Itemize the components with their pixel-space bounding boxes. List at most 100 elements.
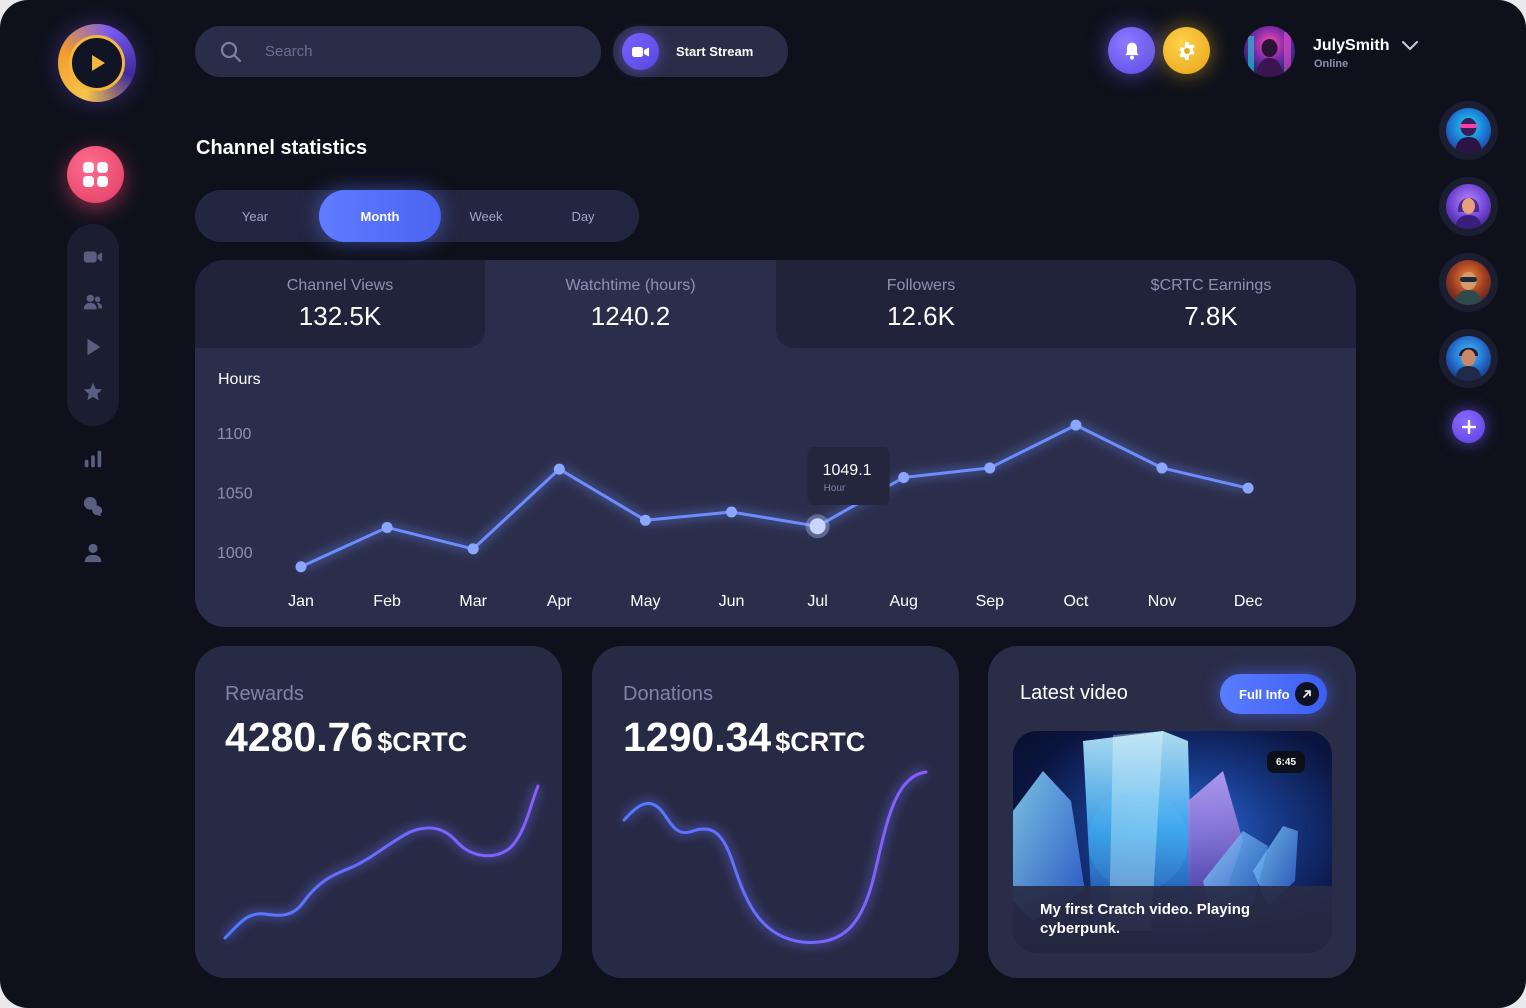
metric-label: $CRTC Earnings <box>1150 277 1272 294</box>
tooltip-box <box>807 447 890 505</box>
notifications-button[interactable] <box>1108 27 1155 74</box>
donations-sparkline <box>620 767 928 948</box>
y-tick-label: 1050 <box>217 486 253 503</box>
channel-stats-card: Channel Views 132.5K Watchtime (hours) 1… <box>195 260 1356 627</box>
user-status: Online <box>1314 58 1349 70</box>
search-input[interactable] <box>265 43 565 60</box>
plus-icon <box>1461 419 1476 434</box>
series-line <box>300 423 1249 569</box>
y-tick-label: 1100 <box>217 426 252 443</box>
gear-icon <box>1178 41 1195 60</box>
metric-value: 7.8K <box>1184 301 1238 331</box>
start-stream-button[interactable]: Start Stream <box>613 26 788 77</box>
latest-video-title: Latest video <box>1020 682 1128 704</box>
chart-tooltip: 1049.1 Hour <box>807 447 890 505</box>
y-axis-label: Hours <box>218 371 261 388</box>
chevron-down-icon[interactable] <box>1400 38 1420 54</box>
metric-value: 1240.2 <box>590 301 671 331</box>
tooltip-value: 1049.1 <box>823 462 872 479</box>
data-point <box>984 462 996 474</box>
rewards-amount: 4280.76 $CRTC <box>225 714 467 761</box>
metric-watchtime[interactable]: Watchtime (hours) 1240.2 <box>485 260 776 348</box>
metric-value: 132.5K <box>298 301 382 331</box>
star-icon[interactable] <box>78 377 108 407</box>
donations-title: Donations <box>623 683 714 705</box>
user-name: JulySmith <box>1313 37 1390 54</box>
grid-icon <box>83 162 108 187</box>
section-title: Channel statistics <box>196 137 368 159</box>
watchtime-chart: Hours 1000 1050 1100 Jan Feb Mar Apr May Jun Jul Au… <box>217 371 1262 610</box>
x-tick-label: May <box>630 593 660 610</box>
add-friend-button[interactable] <box>1452 410 1485 443</box>
metric-label: Channel Views <box>286 277 394 294</box>
data-point <box>809 518 826 535</box>
arrow-up-right-icon <box>1295 682 1319 706</box>
data-point <box>1242 482 1254 494</box>
friend-avatar[interactable] <box>1439 329 1498 388</box>
x-tick-label: Apr <box>547 593 573 610</box>
donations-amount: 1290.34 $CRTC <box>623 714 865 761</box>
x-tick-label: Jan <box>288 593 314 610</box>
bell-icon <box>1124 42 1139 60</box>
rewards-value: 4280.76 <box>225 714 374 760</box>
rewards-sparkline <box>221 784 543 942</box>
y-tick-label: 1000 <box>217 545 253 562</box>
x-tick-label: Nov <box>1148 593 1176 610</box>
metric-followers[interactable]: Followers 12.6K <box>776 260 1066 348</box>
logo[interactable] <box>58 24 136 102</box>
tooltip-unit: Hour <box>824 483 846 494</box>
play-icon[interactable] <box>78 332 108 362</box>
metric-channel-views[interactable]: Channel Views 132.5K <box>195 260 485 348</box>
donations-value: 1290.34 <box>623 714 772 760</box>
x-tick-label: Sep <box>976 593 1005 610</box>
full-info-button[interactable]: Full Info <box>1220 674 1327 714</box>
x-tick-label: Mar <box>459 593 487 610</box>
video-thumbnail[interactable]: 6:45 My first Cratch video. Playing cybe… <box>1013 731 1332 953</box>
metric-label: Watchtime (hours) <box>565 277 696 294</box>
profile-icon[interactable] <box>78 538 108 568</box>
latest-video-card: Latest video Full Info <box>988 646 1356 978</box>
data-point <box>553 463 565 475</box>
donations-card: Donations 1290.34 $CRTC <box>592 646 959 978</box>
metric-earnings[interactable]: $CRTC Earnings 7.8K <box>1066 260 1356 348</box>
metric-tabs: Channel Views 132.5K Watchtime (hours) 1… <box>195 260 1356 348</box>
metric-label: Followers <box>886 277 956 294</box>
users-icon[interactable] <box>78 287 108 317</box>
stats-icon[interactable] <box>78 444 108 474</box>
period-tabs: Year Month Week Day <box>195 190 639 242</box>
metric-group-right <box>776 260 1356 348</box>
settings-button[interactable] <box>1163 27 1210 74</box>
tab-week[interactable]: Week <box>469 208 503 224</box>
x-tick-label: Jul <box>807 593 827 610</box>
chat-icon[interactable] <box>78 491 108 521</box>
x-tick-label: Feb <box>373 593 401 610</box>
tab-month[interactable]: Month <box>319 190 441 242</box>
dashboard-button[interactable] <box>67 146 124 203</box>
search-bar[interactable] <box>195 26 601 77</box>
metric-value: 12.6K <box>887 301 955 331</box>
tab-day[interactable]: Day <box>571 208 595 224</box>
friend-avatar[interactable] <box>1439 177 1498 236</box>
camera-icon <box>622 33 659 70</box>
data-point <box>295 561 307 573</box>
data-point <box>381 521 393 533</box>
play-logo-icon <box>69 35 125 91</box>
rewards-card: Rewards 4280.76 $CRTC <box>195 646 562 978</box>
data-point <box>639 514 651 526</box>
tab-year[interactable]: Year <box>241 208 269 224</box>
data-point <box>1156 462 1168 474</box>
friend-avatar[interactable] <box>1439 101 1498 160</box>
search-icon <box>220 41 242 62</box>
start-stream-label: Start Stream <box>676 44 754 59</box>
data-point <box>898 471 910 483</box>
x-tick-label: Dec <box>1234 593 1262 610</box>
data-point <box>467 543 479 555</box>
user-avatar[interactable] <box>1244 26 1295 77</box>
x-tick-label: Aug <box>889 593 917 610</box>
full-info-label: Full Info <box>1239 686 1290 702</box>
rewards-title: Rewards <box>225 683 304 705</box>
x-tick-label: Oct <box>1063 593 1088 610</box>
friend-avatar[interactable] <box>1439 253 1498 312</box>
video-icon[interactable] <box>78 242 108 272</box>
